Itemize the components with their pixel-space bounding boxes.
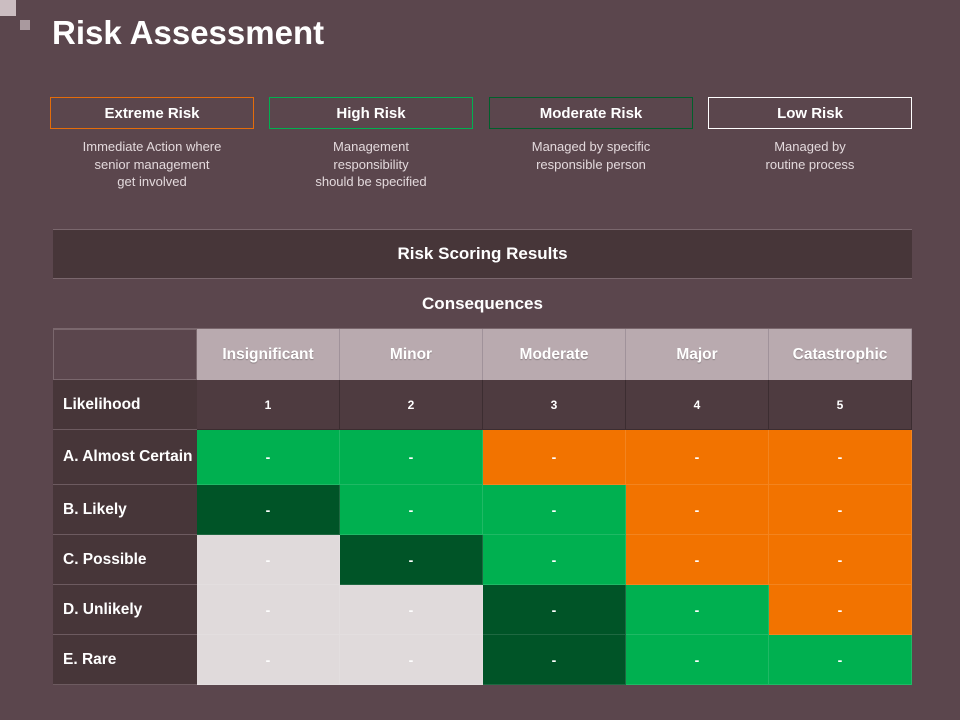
column-header: Major (626, 329, 769, 380)
risk-cell-extreme: - (769, 535, 912, 585)
column-header-row: Insignificant Minor Moderate Major Catastrop… (53, 329, 912, 380)
legend-description-line: Managed by specific (531, 139, 651, 154)
page-title: Risk Assessment (52, 14, 325, 51)
risk-cell-extreme: - (626, 430, 769, 485)
risk-cell-moderate: - (483, 585, 626, 635)
score-cell: 2 (340, 380, 483, 430)
legend-box-2: Moderate Risk (489, 97, 693, 129)
matrix-row: B. Likely - - - - - (53, 485, 912, 535)
risk-cell-high: - (340, 485, 483, 535)
column-header: Moderate (483, 329, 626, 380)
risk-cell-high: - (626, 635, 769, 685)
row-label: E. Rare (53, 635, 197, 685)
row-label: A. Almost Certain (53, 430, 197, 485)
score-cell: 3 (483, 380, 626, 430)
legend-description-line: senior management (94, 156, 210, 172)
legend-description-line: Managed by (774, 139, 846, 154)
legend-description-2: Managed by specific responsible person (489, 138, 693, 173)
legend-description-line: responsible person (536, 156, 646, 172)
row-label: D. Unlikely (53, 585, 197, 635)
risk-cell-extreme: - (769, 485, 912, 535)
risk-cell-moderate: - (483, 635, 626, 685)
matrix-row: E. Rare - - - - - (53, 635, 912, 685)
column-header: Minor (340, 329, 483, 380)
risk-cell-low: - (197, 585, 340, 635)
corner-decoration-small (20, 20, 30, 30)
score-cell: 1 (197, 380, 340, 430)
risk-cell-moderate: - (197, 485, 340, 535)
legend-box-0: Extreme Risk (50, 97, 254, 129)
risk-cell-high: - (197, 430, 340, 485)
risk-cell-low: - (197, 635, 340, 685)
legend-description-line: responsibility (333, 156, 409, 172)
legend-description-line: routine process (765, 156, 855, 172)
score-cell: 4 (626, 380, 769, 430)
risk-cell-high: - (340, 430, 483, 485)
matrix-subheading: Consequences (53, 279, 912, 329)
matrix-row: C. Possible - - - - - (53, 535, 912, 585)
matrix-row: A. Almost Certain - - - - - (53, 430, 912, 485)
risk-cell-high: - (769, 635, 912, 685)
legend-description-3: Managed by routine process (708, 138, 912, 173)
risk-cell-extreme: - (769, 585, 912, 635)
row-label: C. Possible (53, 535, 197, 585)
column-header: Catastrophic (769, 329, 912, 380)
legend-description-0: Immediate Action where senior management g… (50, 138, 254, 191)
risk-cell-extreme: - (769, 430, 912, 485)
matrix-row: D. Unlikely - - - - - (53, 585, 912, 635)
risk-cell-extreme: - (483, 430, 626, 485)
legend-description-line: Immediate Action where (82, 139, 222, 154)
legend-description-line: should be specified (315, 174, 427, 189)
legend-description-line: get involved (117, 174, 187, 189)
corner-cell (53, 329, 197, 380)
risk-cell-extreme: - (626, 485, 769, 535)
legend-description-line: Management (333, 139, 409, 154)
risk-matrix: Risk Scoring Results Consequences Insign… (53, 229, 912, 685)
score-cell: 5 (769, 380, 912, 430)
legend-box-3: Low Risk (708, 97, 912, 129)
risk-cell-high: - (626, 585, 769, 635)
risk-cell-high: - (483, 485, 626, 535)
corner-decoration (0, 0, 16, 16)
risk-cell-high: - (483, 535, 626, 585)
risk-cell-extreme: - (626, 535, 769, 585)
legend-box-1: High Risk (269, 97, 473, 129)
legend-description-1: Management responsibility should be specif… (269, 138, 473, 191)
row-label: B. Likely (53, 485, 197, 535)
column-header: Insignificant (197, 329, 340, 380)
likelihood-label: Likelihood (53, 380, 197, 430)
risk-cell-low: - (197, 535, 340, 585)
risk-cell-moderate: - (340, 535, 483, 585)
risk-cell-low: - (340, 635, 483, 685)
risk-cell-low: - (340, 585, 483, 635)
matrix-heading: Risk Scoring Results (53, 229, 912, 279)
